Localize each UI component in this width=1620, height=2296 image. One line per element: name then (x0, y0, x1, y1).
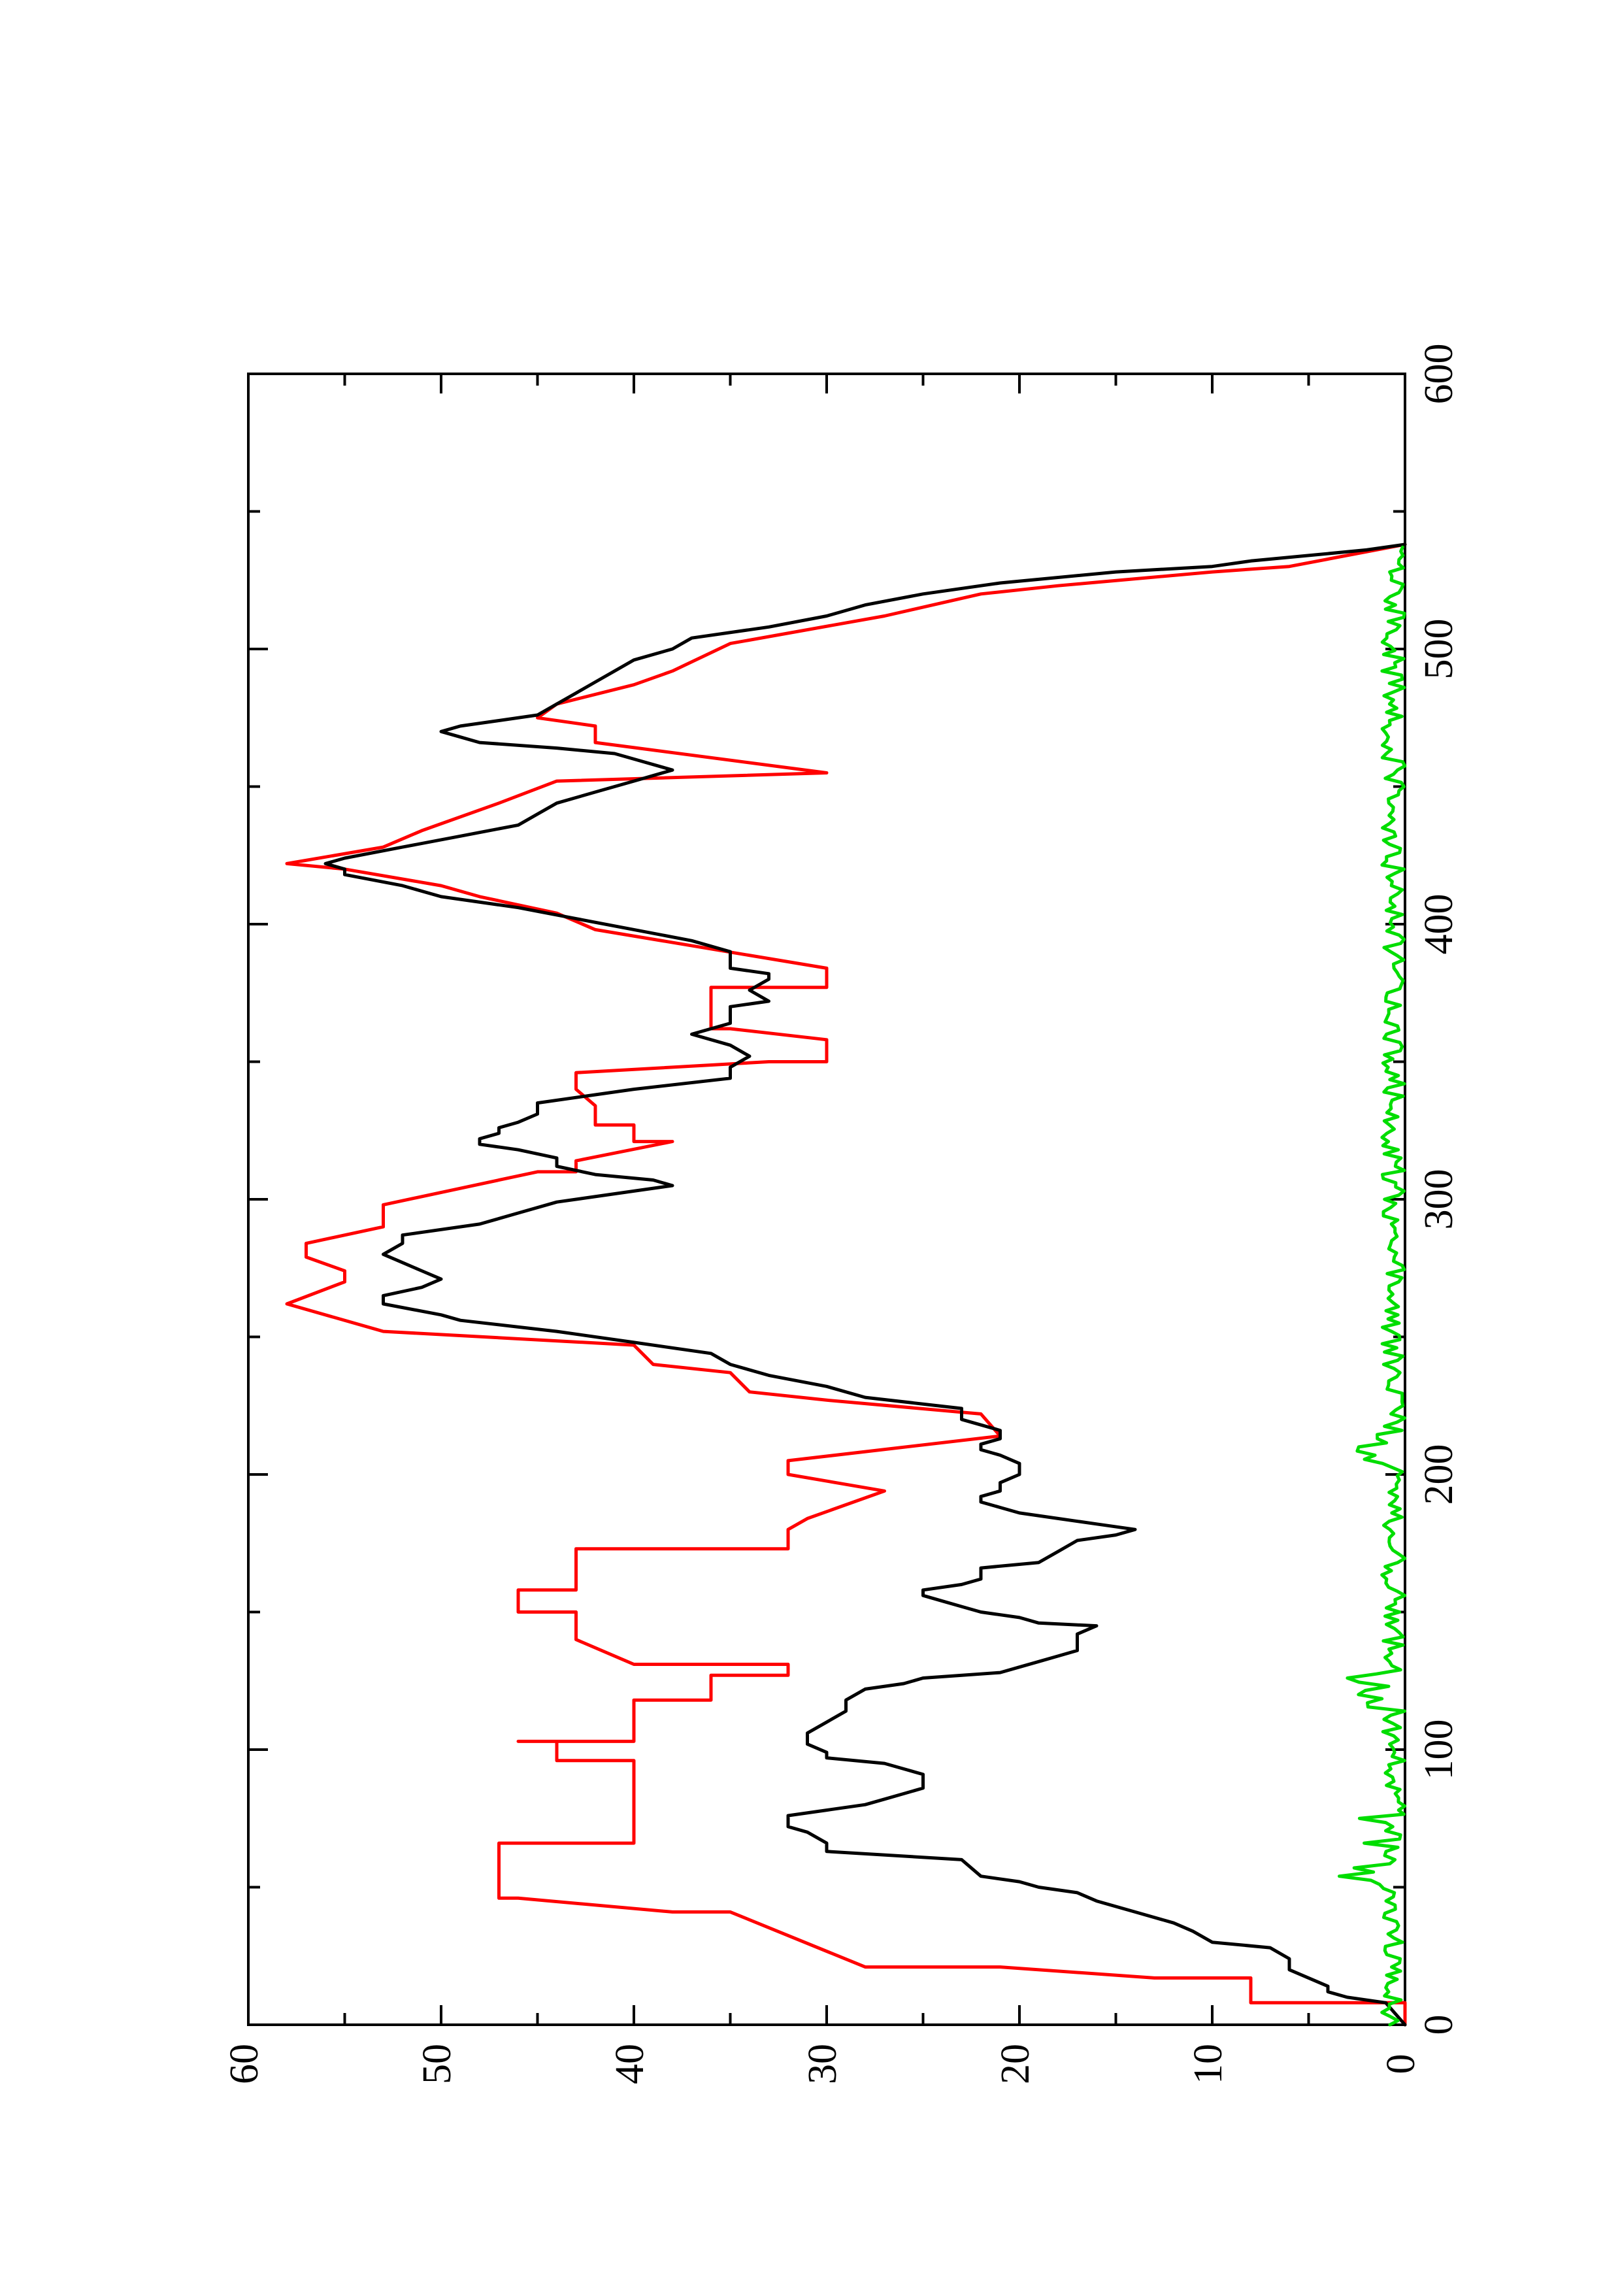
y-tick-label: 60 (222, 2044, 267, 2084)
x-tick-label: 0 (1417, 2015, 1461, 2035)
x-tick-label: 400 (1417, 894, 1461, 955)
y-tick-label: 20 (993, 2044, 1038, 2084)
x-tick-label: 300 (1417, 1169, 1461, 1230)
y-tick-label: 0 (1379, 2054, 1423, 2074)
y-tick-label: 50 (415, 2044, 459, 2084)
x-tick-label: 600 (1417, 344, 1461, 405)
series-line-black (323, 542, 1407, 2027)
x-tick-label: 500 (1417, 619, 1461, 680)
x-tick-label: 200 (1417, 1444, 1461, 1505)
y-tick-label: 30 (801, 2044, 845, 2084)
x-tick-label: 100 (1417, 1720, 1461, 1780)
series-line-red (285, 542, 1407, 2027)
y-tick-label: 10 (1186, 2044, 1231, 2084)
plot-group: 0 100 200 300 400 500 600 0 10 20 30 40 50 60 (222, 344, 1461, 2085)
series-line-green (1338, 545, 1407, 2027)
y-tick-label: 40 (608, 2044, 652, 2084)
